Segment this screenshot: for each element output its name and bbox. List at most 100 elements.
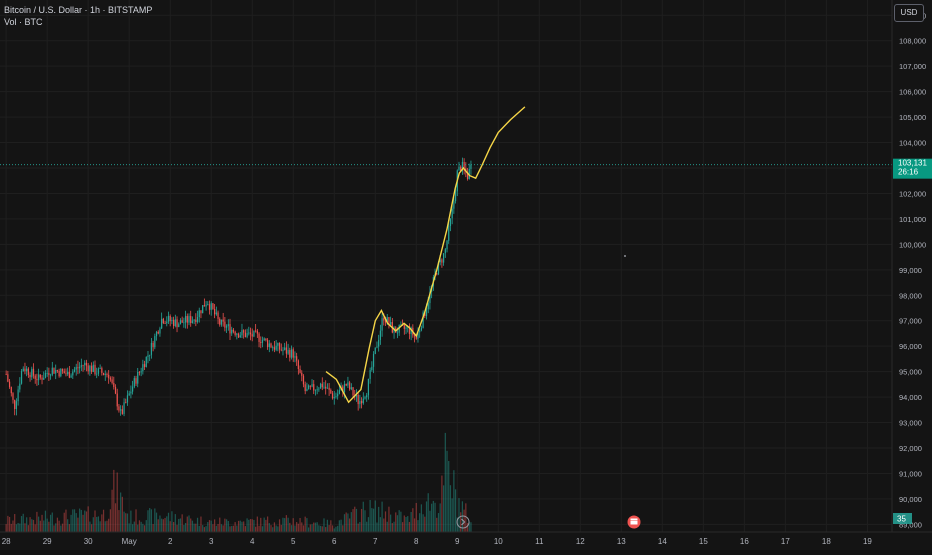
candle-body (142, 364, 144, 372)
volume-bar (29, 517, 31, 532)
candle-body (17, 389, 19, 402)
candle-body (164, 323, 166, 324)
candle-body (34, 375, 36, 379)
volume-bar (321, 526, 323, 532)
candle-body (20, 371, 23, 384)
candle-body (75, 367, 77, 370)
volume-indicator-label[interactable]: Vol · BTC (4, 17, 43, 27)
volume-bar (89, 521, 91, 532)
candle-body (205, 304, 207, 307)
candle-body (121, 409, 123, 414)
candle-body (90, 365, 93, 372)
volume-bar (265, 519, 267, 532)
volume-bar (342, 525, 344, 532)
candle-body (372, 353, 375, 367)
candle-body (371, 366, 373, 371)
candle-body (439, 259, 441, 263)
candle-body (386, 317, 388, 323)
volume-bar (420, 504, 423, 532)
cursor-dot (624, 255, 626, 257)
candle-body (210, 303, 212, 310)
candle-body (278, 343, 281, 350)
volume-bar (174, 514, 176, 532)
candle-body (225, 326, 228, 328)
candle-body (202, 305, 204, 314)
volume-bar (362, 501, 364, 532)
price-axis[interactable]: 89,000 90,000 91,000 92,000 93,000 94,000 95,0… (891, 0, 926, 532)
candle-body (311, 384, 313, 387)
volume-bar (284, 518, 286, 532)
volume-bar (31, 519, 33, 532)
time-tick-label: 10 (494, 537, 503, 546)
volume-bar (60, 525, 62, 532)
currency-button[interactable]: USD (894, 4, 924, 22)
candle-body (53, 367, 55, 374)
volume-bar (386, 521, 388, 532)
time-axis[interactable]: 28 29 30 May 2 3 4 5 6 7 8 9 10 11 12 13 14 15 16 17 18 19 (0, 531, 932, 546)
volume-bar (36, 511, 38, 532)
volume-bar (369, 500, 371, 532)
volume-bar (400, 511, 402, 532)
volume-bar (181, 514, 183, 532)
volume-bar (249, 519, 252, 532)
candle-body (109, 378, 112, 380)
candle-body (26, 368, 28, 372)
volume-bar (135, 509, 137, 532)
volume-bar (307, 527, 310, 532)
volume-bar (345, 512, 347, 532)
candle-body (337, 393, 339, 397)
chart-legend[interactable]: Bitcoin / U.S. Dollar · 1h · BITSTAMP Vo… (4, 4, 152, 28)
price-tick-label: 97,000 (899, 317, 922, 326)
candle-body (195, 319, 197, 323)
candle-body (12, 393, 14, 400)
volume-bar (210, 520, 212, 532)
candle-body (251, 334, 253, 337)
volume-bar (68, 524, 70, 532)
candle-body (186, 316, 188, 323)
candle-body (208, 304, 211, 310)
volume-bar (205, 526, 207, 532)
volume-bar (130, 510, 132, 532)
symbol-title[interactable]: Bitcoin / U.S. Dollar · 1h · BITSTAMP (4, 5, 153, 15)
candle-body (58, 371, 60, 377)
candle-body (92, 364, 94, 372)
volume-bar (258, 525, 260, 532)
volume-bar (49, 514, 52, 532)
volume-bar (388, 506, 390, 532)
candle-body (297, 360, 299, 370)
candle-body (43, 377, 45, 380)
volume-bar (410, 511, 412, 532)
event-flag-icon[interactable] (627, 515, 641, 529)
candle-body (19, 383, 21, 390)
volume-bar (393, 521, 395, 532)
candle-body (241, 330, 243, 336)
candle-body (234, 331, 236, 335)
candle-body (85, 362, 88, 366)
candle-body (268, 343, 270, 348)
volume-bar (442, 485, 445, 532)
candle-body (466, 172, 469, 179)
volume-bar (436, 517, 438, 532)
volume-bar (439, 503, 441, 532)
candle-body (196, 316, 199, 323)
candle-body (82, 365, 84, 367)
candle-body (55, 370, 57, 374)
volume-bar (15, 524, 18, 532)
price-tick-label: 89,000 (899, 520, 922, 529)
candle-body (280, 349, 282, 351)
candle-body (260, 342, 262, 343)
candle-body (255, 330, 257, 332)
volume-bar (155, 512, 158, 532)
volume-bar (154, 508, 156, 532)
candle-body (451, 208, 453, 219)
price-tick-label: 104,000 (899, 139, 926, 148)
candle-body (217, 312, 219, 319)
candle-body (419, 330, 421, 333)
candle-body (415, 336, 417, 339)
replay-icon[interactable] (456, 515, 470, 529)
volume-bar (354, 506, 356, 532)
volume-bar (403, 515, 405, 532)
candle-body (460, 166, 462, 171)
